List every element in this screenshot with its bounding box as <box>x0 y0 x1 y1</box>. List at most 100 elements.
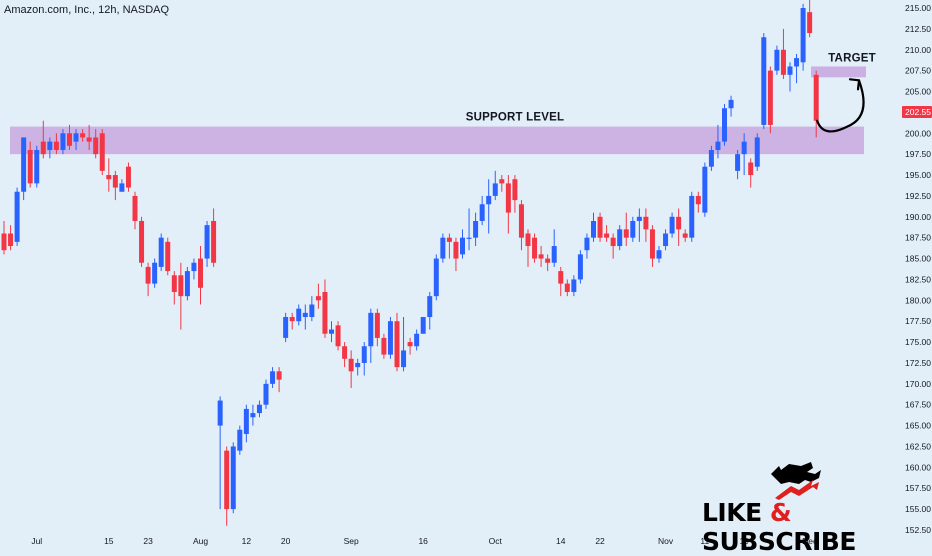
candle <box>715 124 721 159</box>
candle <box>139 216 145 267</box>
candle <box>551 229 557 267</box>
candle <box>335 321 341 351</box>
y-tick-label: 205.00 <box>905 87 931 97</box>
candle-body <box>630 220 636 238</box>
candle <box>119 179 125 192</box>
y-tick-label: 167.50 <box>905 400 931 410</box>
candle <box>368 308 374 363</box>
candle-body <box>14 191 20 242</box>
candle <box>505 175 511 234</box>
y-tick-label: 170.00 <box>905 379 931 389</box>
candle <box>283 312 289 343</box>
y-tick-label: 155.00 <box>905 504 931 514</box>
x-tick-label: 11 <box>700 536 709 546</box>
candle <box>374 308 380 347</box>
candle-body <box>178 275 184 297</box>
brand-ampersand: & <box>769 498 792 527</box>
candle-body <box>767 70 773 125</box>
candle <box>774 45 780 75</box>
support-zone[interactable] <box>10 126 864 155</box>
candle <box>224 446 230 526</box>
candle-body <box>466 237 472 239</box>
target-label: TARGET <box>828 52 876 64</box>
candle-body <box>761 37 767 125</box>
current-price-tag: 202.55 <box>902 105 932 118</box>
candle <box>767 66 773 134</box>
candle-body <box>86 137 92 142</box>
candle <box>145 262 151 297</box>
candle <box>466 208 472 251</box>
candle-body <box>139 220 145 263</box>
bull-logo-icon <box>771 462 821 500</box>
candle <box>302 304 308 330</box>
candle <box>407 337 413 355</box>
candle-body <box>276 371 282 380</box>
candle <box>682 229 688 242</box>
candle <box>86 124 92 150</box>
candle-body <box>93 137 99 155</box>
price-tag-box <box>902 105 932 118</box>
candle-body <box>217 400 223 426</box>
candle <box>355 358 361 376</box>
candle-body <box>486 195 492 205</box>
candle-body <box>636 216 642 221</box>
candle <box>171 271 177 305</box>
candle <box>518 200 524 251</box>
y-tick-label: 207.50 <box>905 66 931 76</box>
candle <box>813 70 819 138</box>
candle <box>761 33 767 130</box>
candle-body <box>394 321 400 368</box>
y-tick-label: 185.00 <box>905 254 931 264</box>
candle-body <box>387 321 393 355</box>
candle-body <box>335 325 341 347</box>
x-tick-label: 19 <box>739 536 749 546</box>
candle <box>217 396 223 510</box>
candle-body <box>342 346 348 359</box>
candle <box>636 208 642 242</box>
candle-body <box>329 329 334 334</box>
candle <box>270 367 276 389</box>
x-tick-label: Sep <box>344 536 359 546</box>
candle <box>564 279 570 297</box>
candle-body <box>545 258 551 263</box>
candle-body <box>322 291 328 334</box>
candle-body <box>420 317 426 334</box>
candle <box>794 53 800 84</box>
candle-body <box>60 133 66 150</box>
price-axis[interactable]: 152.50 155.00 157.50 160.00 162.50 165.00 167.… <box>905 3 931 535</box>
candle-body <box>807 12 813 34</box>
target-zone[interactable] <box>811 66 866 78</box>
candle <box>296 304 302 326</box>
candle <box>99 129 105 176</box>
candle <box>800 3 806 71</box>
candle-body <box>702 166 708 213</box>
y-tick-label: 215.00 <box>905 3 931 13</box>
candle <box>361 342 367 376</box>
candle-body <box>538 254 544 259</box>
candle-body <box>374 312 380 338</box>
time-axis[interactable]: Jul 15 23 Aug 12 20 Sep 16 Oct 14 22 Nov 11 19 Dec <box>31 536 818 546</box>
candle <box>60 129 66 155</box>
candle <box>322 279 328 338</box>
candle <box>132 191 138 230</box>
candle <box>486 179 492 234</box>
candle-body <box>473 220 479 238</box>
x-tick-label: 12 <box>242 536 252 546</box>
candle-body <box>748 162 754 176</box>
candle-body <box>427 296 433 318</box>
candle-body <box>125 166 131 188</box>
candle <box>14 187 20 247</box>
candle <box>198 246 203 305</box>
candle-body <box>754 137 760 167</box>
x-tick-label: Dec <box>802 536 818 546</box>
candle <box>276 367 282 393</box>
candle <box>106 158 112 192</box>
candles <box>1 0 819 526</box>
candle-body <box>610 237 616 247</box>
candle-body <box>270 371 276 384</box>
candle <box>492 170 498 201</box>
candle-body <box>479 204 485 221</box>
candle <box>479 195 485 226</box>
candle-body <box>433 258 439 297</box>
